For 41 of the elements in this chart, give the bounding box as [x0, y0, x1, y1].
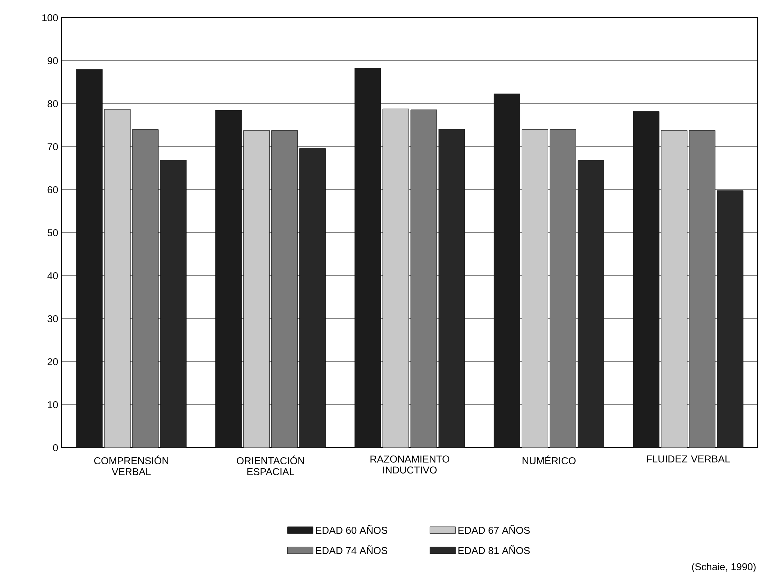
bar: [132, 130, 159, 448]
bar: [272, 130, 298, 448]
x-tick-label: RAZONAMIENTO INDUCTIVO: [370, 456, 450, 474]
bar: [76, 69, 103, 448]
legend-label: EDAD 81 AÑOS: [458, 546, 530, 554]
y-tick-label: 30: [48, 315, 58, 323]
bar: [717, 190, 744, 448]
bar: [354, 68, 382, 448]
bar: [410, 110, 438, 448]
y-tick-label: 80: [48, 100, 58, 108]
legend-label: EDAD 74 AÑOS: [316, 546, 388, 554]
bar: [522, 130, 548, 448]
y-tick-label: 60: [48, 186, 58, 194]
bar: [494, 94, 520, 448]
bar: [160, 160, 187, 448]
bar: [661, 130, 688, 448]
x-tick-label: FLUIDEZ VERBAL: [647, 456, 730, 463]
y-tick-label: 20: [48, 358, 58, 366]
bar: [244, 130, 270, 448]
bar: [216, 110, 242, 448]
x-tick-label: ORIENTACIÓN ESPACIAL: [237, 456, 304, 476]
y-tick-label: 50: [48, 229, 58, 237]
bar: [382, 108, 410, 448]
bar: [578, 160, 604, 448]
x-tick-label: NUMÉRICO: [522, 456, 576, 465]
bar: [689, 130, 716, 448]
y-tick-label: 90: [48, 57, 58, 65]
bar: [633, 112, 660, 448]
legend-label: EDAD 67 AÑOS: [458, 525, 530, 534]
y-tick-label: 40: [48, 272, 58, 280]
x-tick-label: COMPRENSIÓN VERBAL: [94, 456, 168, 476]
bar: [104, 109, 131, 448]
bar: [550, 130, 576, 448]
y-tick-label: 70: [48, 143, 58, 151]
y-tick-label: 100: [42, 14, 58, 22]
y-tick-label: 0: [53, 444, 58, 452]
bar: [438, 129, 466, 448]
legend-label: EDAD 60 AÑOS: [316, 525, 388, 534]
bar: [300, 148, 326, 448]
y-tick-label: 10: [48, 401, 58, 409]
text: (Schaie, 1990): [692, 563, 756, 572]
